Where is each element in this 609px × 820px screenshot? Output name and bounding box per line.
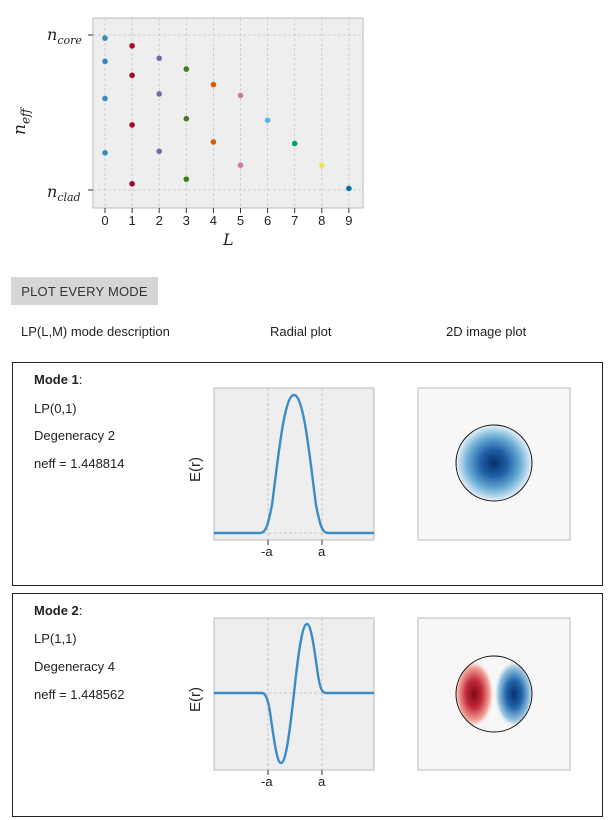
radial-plot-mode-2 xyxy=(213,617,375,775)
plot-every-mode-button[interactable]: PLOT EVERY MODE xyxy=(11,277,158,305)
x-tick-label: 8 xyxy=(318,213,325,228)
mode-degeneracy: Degeneracy 4 xyxy=(34,659,115,674)
mode-point xyxy=(237,92,244,99)
mode-title: Mode 2: xyxy=(34,603,83,618)
mode-point xyxy=(183,66,190,72)
chart-points xyxy=(102,35,352,192)
chart-grid-y xyxy=(93,34,363,191)
mode-field-image xyxy=(456,656,532,732)
x-tick-label: 6 xyxy=(264,213,271,228)
radial-curve xyxy=(214,622,374,765)
radial-curve xyxy=(214,393,374,535)
mode-neff: neff = 1.448814 xyxy=(34,456,125,471)
mode-point xyxy=(210,139,217,145)
x-tick-label: 0 xyxy=(101,213,108,228)
mode-point xyxy=(183,115,190,122)
mode-point xyxy=(129,122,135,128)
mode-point xyxy=(102,150,108,156)
mode-title: Mode 1: xyxy=(34,372,83,387)
radial-y-label: E(r) xyxy=(187,457,204,482)
column-header-2d: 2D image plot xyxy=(446,324,527,339)
mode-point xyxy=(102,35,108,41)
mode-point xyxy=(102,58,108,65)
y-tick-label-core: ncore xyxy=(47,25,82,48)
mode-point xyxy=(102,95,108,102)
column-header-description: LP(L,M) mode description xyxy=(21,324,170,339)
x-tick-label: 2 xyxy=(156,213,163,228)
mode-point xyxy=(264,117,271,124)
mode-point xyxy=(129,72,135,79)
radial-x-tick-left: -a xyxy=(261,774,273,789)
mode-point xyxy=(156,91,162,97)
image-plot-mode-1 xyxy=(417,387,571,541)
mode-degeneracy: Degeneracy 2 xyxy=(34,428,115,443)
mode-lp-label: LP(0,1) xyxy=(34,401,77,416)
chart-plot-area xyxy=(92,17,364,209)
mode-point xyxy=(237,162,244,168)
radial-plot-mode-1 xyxy=(213,387,375,545)
x-tick-label: 4 xyxy=(210,213,217,228)
mode-point xyxy=(210,81,217,88)
y-tick-label-clad: nclad xyxy=(47,182,81,205)
radial-x-tick-right: a xyxy=(318,774,326,789)
x-tick-label: 9 xyxy=(345,213,352,228)
radial-x-tick-right: a xyxy=(318,544,326,559)
mode-point xyxy=(291,140,298,147)
mode-point xyxy=(129,181,135,187)
mode-point xyxy=(156,55,162,62)
x-tick-label: 3 xyxy=(183,213,190,228)
mode-point xyxy=(183,176,190,182)
mode-point xyxy=(129,43,135,49)
x-tick-label: 1 xyxy=(128,213,135,228)
image-plot-mode-2 xyxy=(417,617,571,771)
mode-lp-label: LP(1,1) xyxy=(34,631,77,646)
radial-x-tick-left: -a xyxy=(261,544,273,559)
column-header-radial: Radial plot xyxy=(270,324,332,339)
mode-point xyxy=(346,185,352,192)
chart-x-ticks: 0 1 2 3 4 5 6 7 8 9 xyxy=(101,208,353,228)
mode-field-image xyxy=(455,424,533,502)
chart-grid-x xyxy=(104,18,350,208)
x-tick-label: 5 xyxy=(237,213,244,228)
mode-neff: neff = 1.448562 xyxy=(34,687,125,702)
mode-point xyxy=(156,148,162,155)
radial-y-label: E(r) xyxy=(187,687,204,712)
x-tick-label: 7 xyxy=(291,213,298,228)
mode-point xyxy=(319,162,325,168)
x-axis-label: L xyxy=(223,230,234,249)
neff-scatter-chart: 0 1 2 3 4 5 6 7 8 9 xyxy=(88,17,364,228)
